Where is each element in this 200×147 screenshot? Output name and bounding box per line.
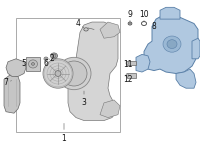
Ellipse shape (32, 63, 35, 65)
Polygon shape (136, 54, 150, 72)
Ellipse shape (126, 74, 128, 77)
Text: 11: 11 (123, 60, 133, 69)
Ellipse shape (29, 60, 38, 68)
Polygon shape (68, 22, 118, 121)
Bar (26, 57, 40, 71)
Text: 7: 7 (4, 78, 8, 87)
Text: 8: 8 (152, 22, 156, 31)
Text: 6: 6 (44, 59, 48, 68)
Text: 12: 12 (123, 75, 133, 84)
Ellipse shape (57, 57, 91, 90)
Ellipse shape (44, 57, 48, 61)
Text: 1: 1 (62, 134, 66, 143)
Text: 3: 3 (82, 98, 86, 107)
Ellipse shape (167, 40, 177, 49)
Ellipse shape (45, 58, 47, 60)
Text: 2: 2 (50, 54, 54, 63)
Text: 9: 9 (128, 10, 132, 19)
Polygon shape (100, 100, 120, 118)
Ellipse shape (52, 54, 56, 58)
Polygon shape (160, 7, 180, 19)
Polygon shape (192, 38, 200, 59)
Text: 5: 5 (22, 59, 26, 68)
Ellipse shape (126, 61, 128, 65)
Ellipse shape (61, 61, 87, 86)
Polygon shape (176, 69, 196, 88)
Bar (127, 61, 136, 65)
Polygon shape (144, 15, 198, 74)
Ellipse shape (43, 59, 73, 88)
Ellipse shape (163, 36, 181, 52)
Ellipse shape (129, 23, 131, 24)
Bar (16, 18, 120, 132)
Ellipse shape (50, 53, 58, 59)
Ellipse shape (55, 71, 61, 76)
Text: 10: 10 (139, 10, 149, 19)
Polygon shape (4, 75, 20, 113)
Ellipse shape (84, 28, 88, 31)
Text: 4: 4 (76, 19, 80, 28)
Bar (127, 73, 136, 78)
Polygon shape (100, 22, 120, 38)
Polygon shape (6, 59, 26, 76)
